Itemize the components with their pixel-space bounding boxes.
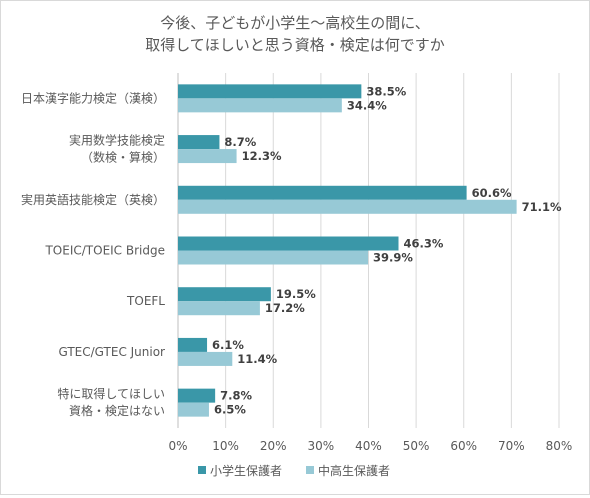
bar	[178, 135, 220, 150]
data-label: 6.5%	[214, 403, 246, 417]
bar	[178, 301, 260, 316]
bar	[178, 84, 362, 99]
data-label: 34.4%	[347, 98, 387, 112]
bar	[178, 287, 271, 302]
bar	[178, 199, 517, 214]
category-label: 実用英語技能検定（英検）	[21, 192, 165, 207]
category-label: 資格・検定はない	[69, 403, 165, 418]
bar	[178, 149, 237, 164]
chart-title-line: 取得してほしいと思う資格・検定は何ですか	[145, 36, 445, 54]
data-label: 17.2%	[265, 301, 305, 315]
data-labels: 38.5%34.4% 8.7%12.3% 60.6% 71.1% 46.3%39.9% 1…	[212, 84, 562, 416]
data-label: 46.3%	[404, 237, 444, 251]
data-label: 6.1%	[212, 338, 244, 352]
category-label: 日本漢字能力検定（漢検）	[21, 90, 165, 105]
x-tick-label: 40%	[355, 439, 382, 453]
data-label: 71.1%	[522, 200, 562, 214]
bar	[178, 351, 233, 366]
bar	[178, 402, 209, 417]
x-tick-label: 10%	[212, 439, 239, 453]
x-tick-label: 50%	[403, 439, 430, 453]
category-label: GTEC/GTEC Junior	[58, 345, 165, 359]
category-label: 実用数学技能検定	[69, 133, 165, 148]
x-tick-label: 20%	[260, 439, 287, 453]
legend-label: 中高生保護者	[318, 463, 390, 478]
data-label: 38.5%	[366, 84, 406, 98]
bar	[178, 388, 216, 403]
data-label: 11.4%	[237, 352, 277, 366]
bars	[178, 84, 517, 417]
category-label: TOEIC/TOEIC Bridge	[44, 244, 165, 258]
data-label: 8.7%	[224, 135, 256, 149]
x-axis-ticks: 0% 10% 20% 30% 40% 50% 60% 70% 80%	[168, 439, 572, 453]
x-tick-label: 60%	[450, 439, 477, 453]
data-label: 19.5%	[276, 287, 316, 301]
bar	[178, 250, 369, 265]
legend-swatch	[198, 466, 206, 474]
chart-title: 今後、子どもが小学生～高校生の間に、取得してほしいと思う資格・検定は何ですか	[145, 14, 445, 54]
x-tick-label: 80%	[546, 439, 573, 453]
data-label: 39.9%	[373, 251, 413, 265]
data-label: 12.3%	[242, 149, 282, 163]
category-label: 特に取得してほしい	[57, 386, 165, 401]
legend: 小学生保護者 中高生保護者	[198, 463, 390, 478]
category-labels: 日本漢字能力検定（漢検） 実用数学技能検定 （数検・算検） 実用英語技能検定（英検） T…	[21, 90, 165, 418]
legend-label: 小学生保護者	[210, 463, 282, 478]
data-label: 60.6%	[472, 186, 512, 200]
bar	[178, 98, 342, 113]
chart-title-line: 今後、子どもが小学生～高校生の間に、	[160, 14, 430, 32]
bar	[178, 337, 208, 352]
bar	[178, 236, 399, 251]
legend-swatch	[306, 466, 314, 474]
category-label: （数検・算検）	[81, 150, 165, 165]
bar	[178, 185, 467, 200]
x-tick-label: 0%	[168, 439, 187, 453]
category-label: TOEFL	[126, 294, 165, 308]
x-tick-label: 30%	[308, 439, 335, 453]
x-tick-label: 70%	[498, 439, 525, 453]
data-label: 7.8%	[220, 389, 252, 403]
